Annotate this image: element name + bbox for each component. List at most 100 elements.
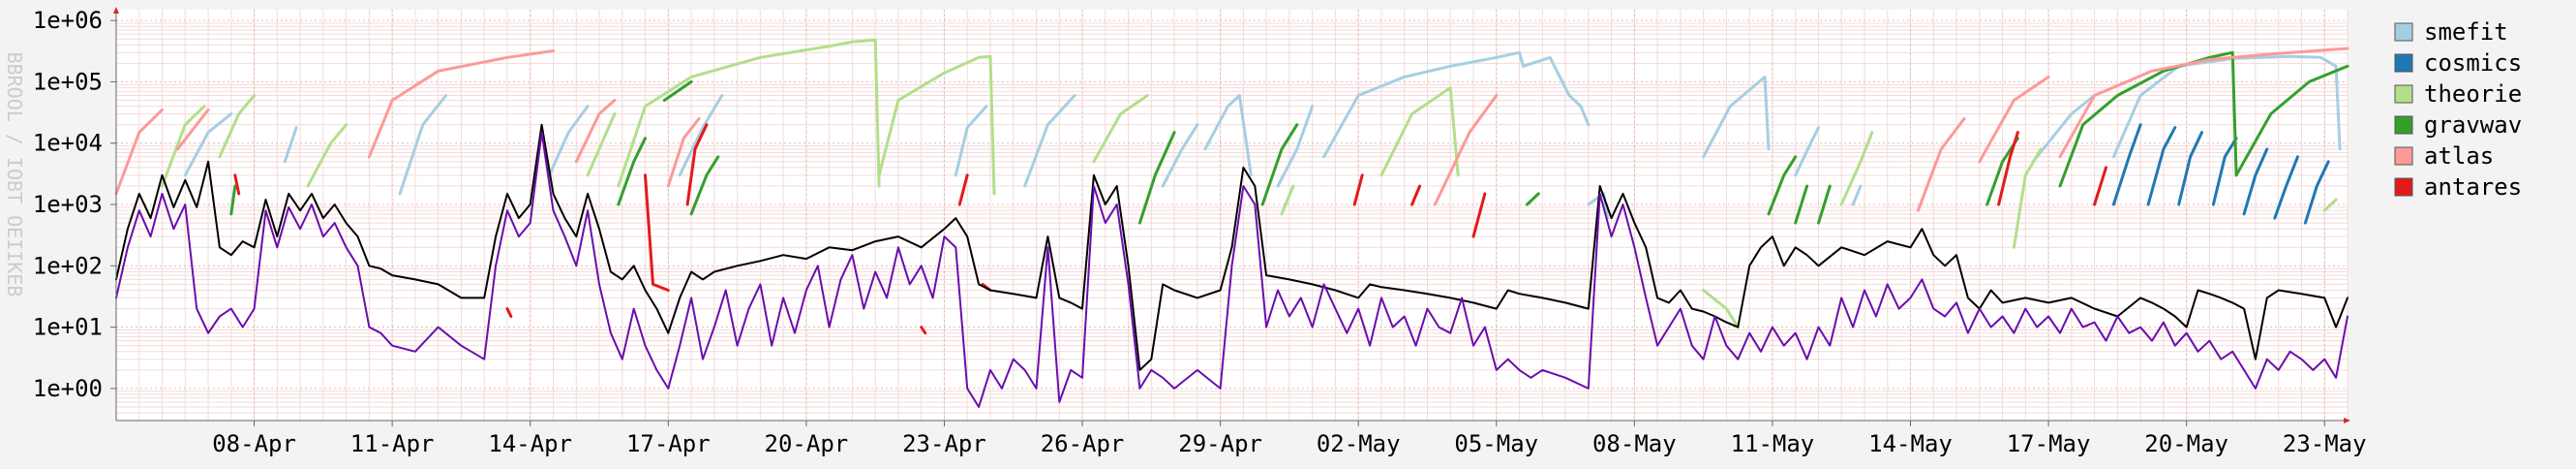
series-line-theorie bbox=[1379, 86, 1460, 177]
series-line-cosmics bbox=[2273, 155, 2299, 220]
series-line-gravwav bbox=[617, 137, 647, 206]
series-line-aggregate bbox=[115, 123, 2349, 371]
series-line-gravwav bbox=[1794, 184, 1809, 225]
series-line-atlas bbox=[175, 108, 210, 151]
legend-swatch bbox=[2394, 146, 2413, 166]
legend-label: theorie bbox=[2424, 80, 2522, 108]
series-line-theorie bbox=[218, 94, 257, 159]
series-line-theorie bbox=[617, 38, 881, 188]
series-line-atlas bbox=[1433, 94, 1499, 206]
series-line-smefit bbox=[1023, 94, 1076, 188]
series-line-smefit bbox=[1794, 126, 1820, 177]
series-line-antares bbox=[1471, 192, 1487, 238]
series-line-theorie bbox=[877, 54, 996, 196]
series-line-gravwav bbox=[1817, 184, 1832, 225]
series-line-gravwav bbox=[1260, 123, 1299, 206]
legend-item-atlas: atlas bbox=[2394, 142, 2494, 170]
series-line-atlas bbox=[2058, 47, 2349, 159]
legend-item-gravwav: gravwav bbox=[2394, 111, 2522, 139]
y-tick-label: 1e+03 bbox=[33, 191, 103, 218]
series-line-cosmics bbox=[2303, 160, 2330, 225]
series-line-smefit bbox=[183, 112, 233, 177]
x-tick-label: 23-May bbox=[2283, 430, 2367, 457]
series-aggregate bbox=[115, 131, 2349, 408]
x-tick-label: 14-May bbox=[1868, 430, 1953, 457]
series-line-gravwav bbox=[229, 184, 237, 216]
grid bbox=[115, 10, 2349, 422]
legend-label: gravwav bbox=[2424, 111, 2522, 139]
series-line-smefit bbox=[954, 105, 988, 177]
series-line-theorie bbox=[1702, 289, 1740, 329]
series-line-smefit bbox=[2031, 94, 2097, 164]
series-line-antares bbox=[644, 173, 670, 292]
series-atlas bbox=[114, 47, 2349, 212]
series-cosmics bbox=[2111, 123, 2330, 225]
x-tick-label: 02-May bbox=[1317, 430, 1401, 457]
legend-item-theorie: theorie bbox=[2394, 80, 2522, 108]
series-line-gravwav bbox=[689, 155, 720, 216]
x-tick-label: 20-Apr bbox=[765, 430, 849, 457]
legend-item-antares: antares bbox=[2394, 173, 2522, 201]
series-aggregate bbox=[115, 123, 2349, 371]
series-layer bbox=[114, 38, 2349, 408]
series-line-atlas bbox=[114, 108, 164, 196]
series-gravwav bbox=[229, 50, 2349, 225]
series-line-gravwav bbox=[2058, 50, 2238, 188]
series-line-smefit bbox=[1851, 184, 1863, 206]
x-tick-label: 17-Apr bbox=[626, 430, 711, 457]
series-line-smefit bbox=[1702, 75, 1771, 159]
legend-label: antares bbox=[2424, 173, 2522, 201]
series-line-cosmics bbox=[2177, 131, 2203, 206]
x-axis-arrow bbox=[2344, 418, 2350, 423]
y-tick-label: 1e+01 bbox=[33, 314, 103, 341]
legend-label: smefit bbox=[2424, 18, 2508, 46]
series-line-cosmics bbox=[2146, 126, 2177, 206]
legend-swatch bbox=[2394, 115, 2413, 135]
series-line-antares bbox=[233, 173, 241, 196]
x-tick-label: 08-May bbox=[1592, 430, 1677, 457]
series-line-antares bbox=[2093, 166, 2107, 206]
legend-swatch bbox=[2394, 53, 2413, 73]
series-line-gravwav bbox=[2234, 64, 2349, 177]
y-axis-arrow bbox=[113, 7, 119, 14]
series-theorie bbox=[161, 38, 2338, 329]
series-line-smefit bbox=[548, 105, 590, 177]
series-line-smefit bbox=[1276, 105, 1315, 188]
series-line-atlas bbox=[1978, 75, 2050, 164]
series-line-smefit bbox=[1161, 123, 1199, 188]
series-line-theorie bbox=[306, 123, 349, 188]
series-line-cosmics bbox=[2111, 123, 2142, 206]
series-line-cosmics bbox=[2211, 137, 2238, 206]
series-smefit bbox=[183, 50, 2342, 220]
series-line-theorie bbox=[1839, 131, 1874, 206]
series-line-smefit bbox=[1203, 94, 1253, 177]
x-tick-label: 20-May bbox=[2144, 430, 2228, 457]
series-line-atlas bbox=[666, 117, 701, 188]
series-line-theorie bbox=[1092, 94, 1149, 164]
series-line-aggregate bbox=[115, 131, 2349, 408]
y-tick-label: 1e+04 bbox=[33, 130, 103, 157]
series-line-atlas bbox=[1916, 117, 1966, 212]
series-line-theorie bbox=[586, 112, 617, 177]
series-line-smefit bbox=[678, 94, 724, 177]
series-line-atlas bbox=[367, 49, 555, 159]
x-tick-label: 11-May bbox=[1731, 430, 1815, 457]
series-line-antares bbox=[920, 326, 927, 335]
series-line-gravwav bbox=[1526, 192, 1540, 206]
x-tick-label: 14-Apr bbox=[488, 430, 572, 457]
series-line-theorie bbox=[2012, 147, 2043, 249]
series-line-gravwav bbox=[662, 79, 693, 102]
x-tick-label: 17-May bbox=[2007, 430, 2091, 457]
series-line-gravwav bbox=[1767, 155, 1798, 216]
axes: 1e+00 1e+01 1e+02 1e+03 1e+04 1e+05 1e+06 08-Ap… bbox=[33, 7, 2367, 457]
series-line-antares bbox=[1410, 184, 1422, 206]
series-line-smefit bbox=[283, 126, 298, 164]
series-line-atlas bbox=[574, 99, 617, 164]
series-line-antares bbox=[1997, 131, 2019, 206]
legend-swatch bbox=[2394, 177, 2413, 197]
series-line-cosmics bbox=[2242, 147, 2269, 216]
series-line-theorie bbox=[161, 105, 206, 188]
legend-label: cosmics bbox=[2424, 49, 2522, 77]
series-line-antares bbox=[505, 307, 513, 318]
